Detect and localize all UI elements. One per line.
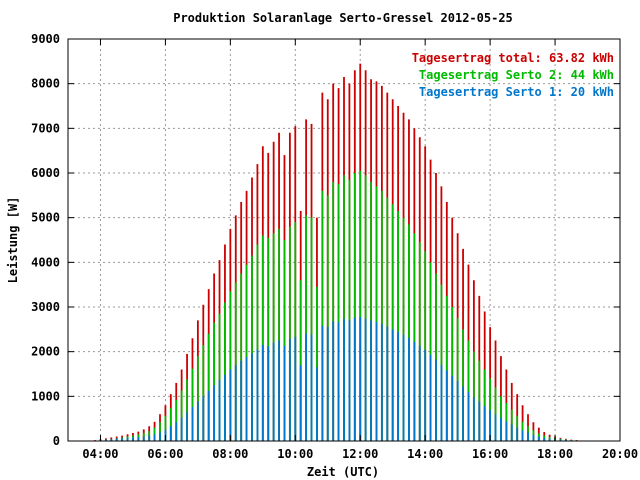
series-2 (94, 170, 589, 441)
series-1 (94, 63, 589, 441)
y-tick-label: 9000 (31, 32, 60, 46)
y-tick-label: 0 (53, 434, 60, 448)
legend-entry: Tagesertrag Serto 2: 44 kWh (419, 68, 614, 82)
x-tick-label: 10:00 (277, 447, 313, 461)
y-tick-label: 7000 (31, 121, 60, 135)
y-tick-label: 5000 (31, 211, 60, 225)
bar-series (94, 63, 589, 441)
y-tick-label: 1000 (31, 389, 60, 403)
y-tick-label: 2000 (31, 345, 60, 359)
x-tick-label: 14:00 (407, 447, 443, 461)
legend: Tagesertrag total: 63.82 kWh Tagesertrag … (412, 51, 614, 99)
y-tick-label: 8000 (31, 77, 60, 91)
axis-ticks (68, 38, 621, 442)
x-axis-tick-labels: 04:00 06:00 08:00 10:00 12:00 14:00 16:00 18:00… (82, 447, 638, 461)
plot-frame (67, 38, 621, 442)
x-tick-label: 16:00 (472, 447, 508, 461)
series-3 (94, 316, 589, 441)
y-tick-label: 3000 (31, 300, 60, 314)
legend-entry: Tagesertrag Serto 1: 20 kWh (419, 85, 614, 99)
x-tick-label: 06:00 (147, 447, 183, 461)
x-tick-label: 18:00 (537, 447, 573, 461)
y-tick-label: 4000 (31, 255, 60, 269)
chart-title: Produktion Solaranlage Serto-Gressel 201… (173, 11, 513, 25)
legend-entry: Tagesertrag total: 63.82 kWh (412, 51, 614, 65)
x-tick-label: 04:00 (82, 447, 118, 461)
x-tick-label: 20:00 (602, 447, 638, 461)
y-axis-label: Leistung [W] (6, 197, 20, 284)
x-axis-label: Zeit (UTC) (307, 465, 379, 479)
x-tick-label: 08:00 (212, 447, 248, 461)
y-tick-label: 6000 (31, 166, 60, 180)
x-tick-label: 12:00 (342, 447, 378, 461)
y-axis-tick-labels: 0 1000 2000 3000 4000 5000 6000 7000 8000 9000 (31, 32, 60, 448)
